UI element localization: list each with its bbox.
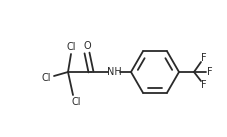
Text: Cl: Cl xyxy=(71,97,80,107)
Text: F: F xyxy=(200,80,206,90)
Text: F: F xyxy=(206,67,212,77)
Text: Cl: Cl xyxy=(66,42,75,52)
Text: O: O xyxy=(83,41,90,51)
Text: F: F xyxy=(200,53,206,63)
Text: Cl: Cl xyxy=(41,73,51,83)
Text: NH: NH xyxy=(106,67,121,77)
